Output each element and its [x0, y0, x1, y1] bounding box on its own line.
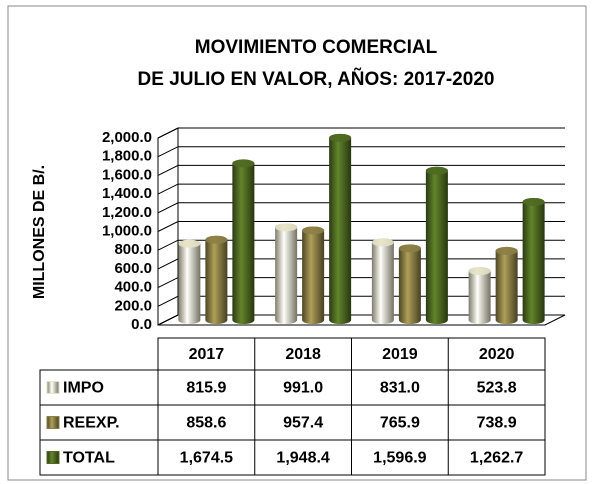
bar — [232, 159, 255, 324]
y-tick-label: 800.0 — [114, 241, 152, 258]
data-label: 765.9 — [380, 415, 420, 432]
y-tick-label: 0.0 — [131, 316, 152, 333]
y-tick-label: 1,800.0 — [102, 148, 152, 165]
bar-cap — [302, 226, 325, 235]
legend-label: TOTAL — [63, 450, 115, 467]
bar-cap — [398, 244, 421, 253]
data-label: 523.8 — [477, 380, 517, 397]
data-label: 957.4 — [283, 415, 323, 432]
chart-title: MOVIMIENTO COMERCIAL — [195, 37, 438, 58]
legend-key — [46, 381, 60, 394]
y-axis-label: MILLONES DE B/. — [31, 165, 48, 299]
y-tick-label: 2,000.0 — [102, 129, 152, 146]
bar — [205, 235, 228, 324]
data-label: 1,674.5 — [180, 450, 233, 467]
data-label: 1,596.9 — [373, 450, 426, 467]
x-tick-label: 2017 — [189, 346, 225, 363]
y-tick-label: 400.0 — [114, 279, 152, 296]
bar — [398, 244, 421, 324]
bar — [178, 239, 201, 324]
bar — [468, 267, 491, 324]
legend-label: IMPO — [63, 380, 104, 397]
bar — [425, 166, 448, 324]
data-label: 1,948.4 — [276, 450, 329, 467]
y-tick-label: 1,400.0 — [102, 185, 152, 202]
bar-cap — [178, 239, 201, 248]
bar — [371, 238, 394, 324]
grid-line — [157, 164, 565, 176]
y-tick-label: 1,600.0 — [102, 166, 152, 183]
x-tick-label: 2018 — [285, 346, 321, 363]
bar-cap — [522, 197, 545, 206]
y-tick-label: 1,000.0 — [102, 222, 152, 239]
data-label: 991.0 — [283, 380, 323, 397]
legend-key — [46, 451, 60, 464]
legend-label: REEXP. — [63, 415, 120, 432]
bar-cap — [329, 133, 352, 142]
bar — [275, 223, 298, 324]
bar-cap — [425, 166, 448, 175]
chart-title: DE JULIO EN VALOR, AÑOS: 2017-2020 — [138, 68, 495, 90]
data-label: 1,262.7 — [470, 450, 523, 467]
bar-cap — [371, 238, 394, 247]
y-tick-label: 600.0 — [114, 260, 152, 277]
bar — [329, 133, 352, 324]
legend-key — [46, 416, 60, 429]
bar — [522, 197, 545, 324]
data-label: 858.6 — [186, 415, 226, 432]
bar-cap — [275, 223, 298, 232]
data-label: 831.0 — [380, 380, 420, 397]
y-tick-label: 1,200.0 — [102, 204, 152, 221]
y-tick-label: 200.0 — [114, 297, 152, 314]
data-label: 815.9 — [186, 380, 226, 397]
x-tick-label: 2020 — [479, 346, 515, 363]
grid-line — [157, 127, 565, 139]
x-tick-label: 2019 — [382, 346, 418, 363]
table-border — [39, 369, 546, 476]
bar — [302, 226, 325, 324]
bar-cap — [232, 159, 255, 168]
bar-cap — [468, 267, 491, 276]
bar — [495, 246, 518, 324]
bar-cap — [205, 235, 228, 244]
bar-cap — [495, 246, 518, 255]
data-label: 738.9 — [477, 415, 517, 432]
grid-line — [157, 146, 565, 158]
